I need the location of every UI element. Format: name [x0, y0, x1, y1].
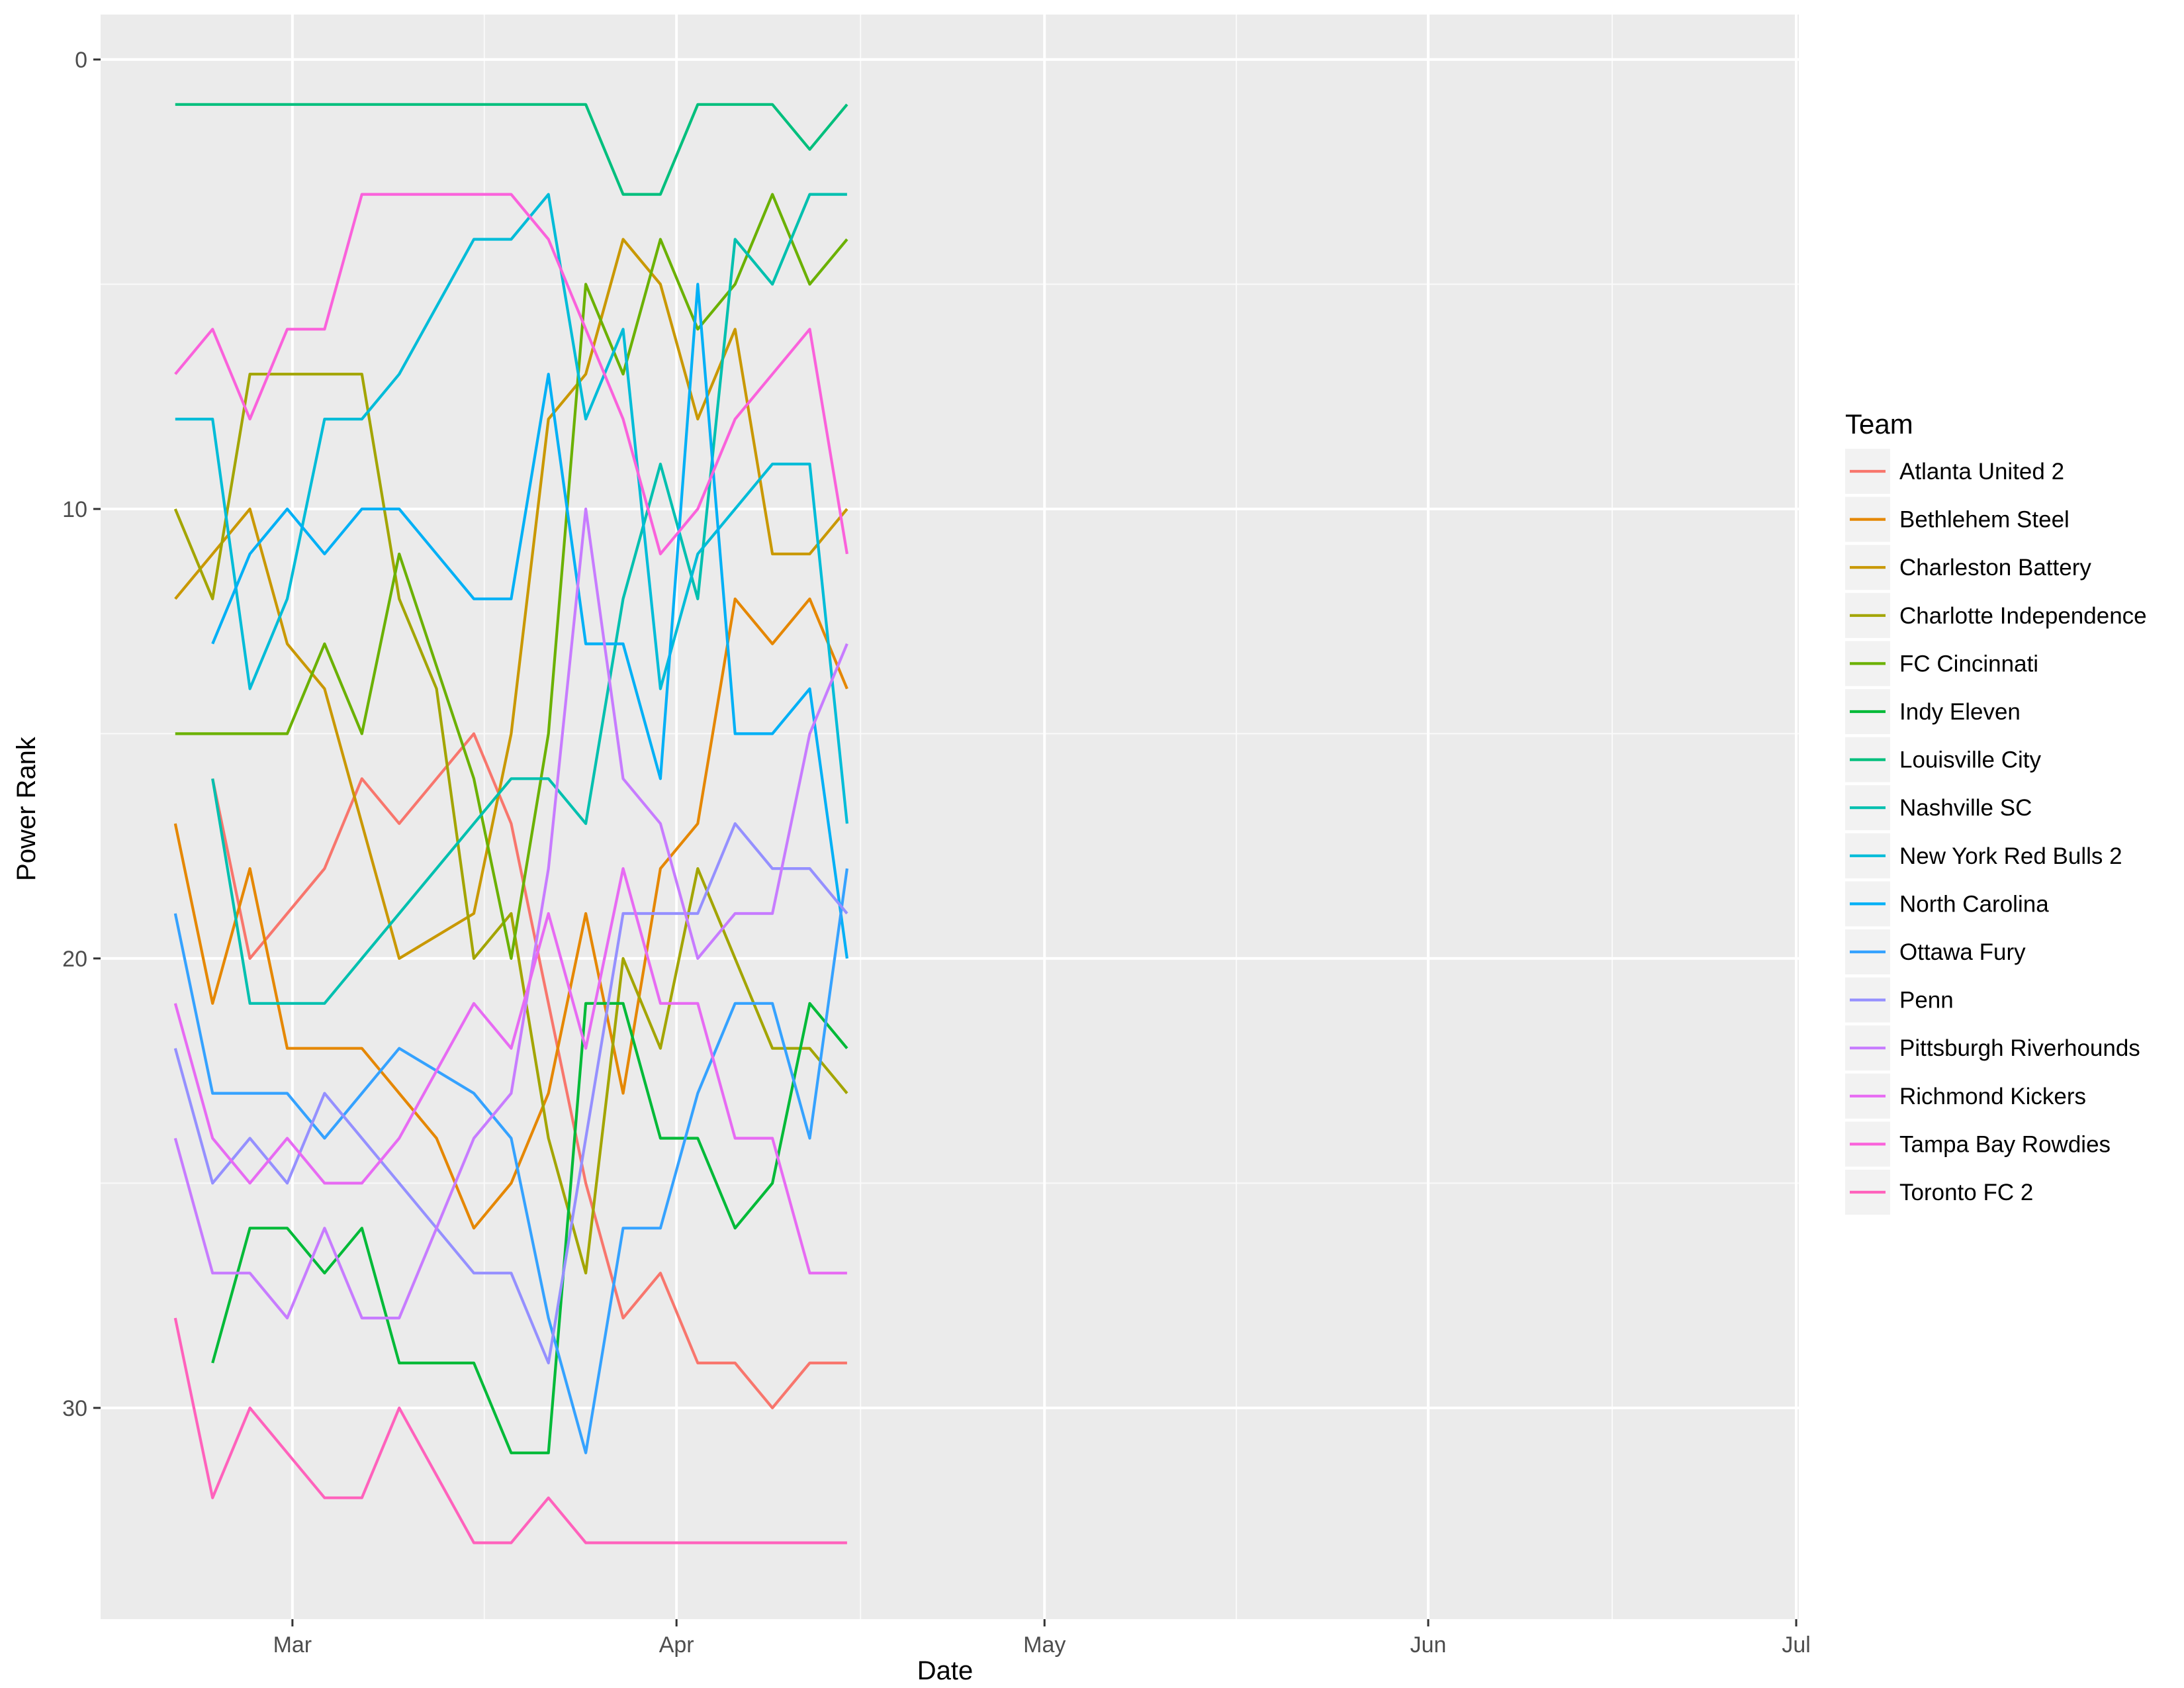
legend-label: Nashville SC	[1899, 795, 2032, 821]
series-line	[175, 193, 848, 824]
series-line	[174, 238, 848, 960]
series-line	[173, 373, 848, 1275]
series-line	[173, 1317, 847, 1544]
legend-items: Atlanta United 2 Bethlehem Steel Charlesto…	[1845, 449, 2147, 1215]
legend-label: Tampa Bay Rowdies	[1899, 1131, 2111, 1157]
plot-panel	[101, 15, 1799, 1619]
series-line	[174, 193, 848, 555]
series-line	[173, 868, 848, 1454]
legend-label: North Carolina	[1899, 891, 2049, 917]
series-line	[173, 597, 848, 1230]
series-line	[211, 283, 848, 959]
series-line	[211, 193, 847, 1005]
legend-label: Toronto FC 2	[1899, 1180, 2033, 1205]
x-tick-label: Mar	[273, 1632, 312, 1658]
legend-label: FC Cincinnati	[1899, 651, 2038, 677]
legend-label: Bethlehem Steel	[1899, 507, 2070, 533]
minor-gridlines	[101, 15, 1799, 1619]
y-tick-label: 10	[62, 497, 87, 522]
series-line	[175, 103, 848, 196]
x-tick-label: Jul	[1782, 1632, 1810, 1658]
series-lines	[173, 103, 848, 1544]
legend: Team Atlanta United 2 Bethlehem Steel Char…	[1845, 408, 2147, 1215]
legend-label: Charlotte Independence	[1899, 603, 2147, 629]
series-line	[173, 867, 847, 1275]
legend-label: Richmond Kickers	[1899, 1084, 2086, 1109]
legend-label: New York Red Bulls 2	[1899, 843, 2122, 869]
legend-label: Pittsburgh Riverhounds	[1899, 1035, 2140, 1061]
y-axis-title: Power Rank	[12, 736, 41, 881]
x-tick-label: Apr	[659, 1632, 694, 1658]
series-line	[211, 732, 847, 1409]
series-line	[175, 193, 848, 960]
x-tick-label: Jun	[1410, 1632, 1447, 1658]
legend-label: Indy Eleven	[1899, 699, 2021, 725]
legend-label: Louisville City	[1899, 747, 2041, 773]
x-axis: Mar Apr May Jun Jul	[273, 1619, 1811, 1658]
legend-label: Charleston Battery	[1899, 555, 2091, 581]
series-line	[173, 507, 848, 1320]
y-tick-label: 20	[62, 947, 87, 972]
y-tick-label: 0	[75, 48, 87, 73]
y-axis: 0 10 20 30	[62, 48, 101, 1421]
legend-label: Penn	[1899, 988, 1954, 1013]
legend-title: Team	[1845, 408, 1913, 440]
legend-label: Atlanta United 2	[1899, 459, 2064, 485]
series-line	[211, 1002, 848, 1454]
series-line	[173, 822, 848, 1365]
x-axis-title: Date	[917, 1656, 974, 1685]
legend-label: Ottawa Fury	[1899, 939, 2026, 965]
y-tick-label: 30	[62, 1396, 87, 1421]
x-tick-label: May	[1023, 1632, 1066, 1658]
